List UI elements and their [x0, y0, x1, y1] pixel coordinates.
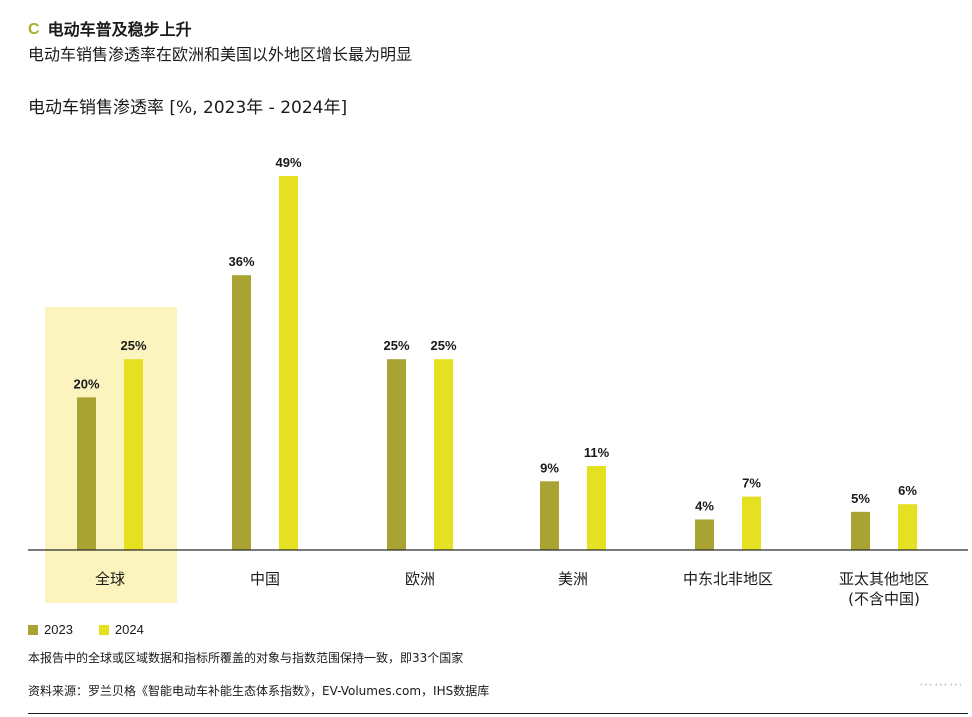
legend-item-2023: 2023	[28, 622, 73, 637]
data-label-2024-1: 49%	[275, 155, 301, 170]
bar-2024-2	[434, 359, 453, 550]
legend-swatch-2023	[28, 624, 38, 635]
category-label-0: 全球	[95, 570, 125, 588]
category-label-5-line1: (不含中国)	[848, 590, 920, 608]
bar-2023-2	[387, 359, 406, 550]
data-label-2023-0: 20%	[73, 376, 99, 391]
bar-2023-4	[695, 519, 714, 550]
bottom-divider	[28, 713, 968, 714]
category-label-2: 欧洲	[405, 570, 435, 588]
data-label-2023-4: 4%	[695, 498, 714, 513]
legend-label-2023: 2023	[44, 622, 73, 637]
section-heading: C 电动车普及稳步上升	[28, 18, 948, 42]
data-label-2023-3: 9%	[540, 460, 559, 475]
legend: 2023 2024	[28, 622, 170, 637]
highlight-band-global	[45, 307, 177, 603]
legend-swatch-2024	[98, 624, 109, 635]
bar-2024-5	[898, 504, 917, 550]
bar-2023-0	[77, 397, 96, 550]
data-label-2024-2: 25%	[430, 338, 456, 353]
source-note: 资料来源：罗兰贝格《智能电动车补能生态体系指数》，EV-Volumes.com，…	[28, 684, 490, 698]
legend-label-2024: 2024	[114, 622, 144, 637]
bar-2024-3	[587, 466, 606, 550]
data-label-2023-2: 25%	[383, 338, 409, 353]
section-title: 电动车普及稳步上升	[47, 20, 192, 39]
category-label-3: 美洲	[558, 570, 588, 588]
bar-chart: 20% 36% 25% 9% 4% 5% 25% 49% 25% 11% 7% 6% 全球 中国 欧洲 美洲 中…	[28, 155, 968, 608]
watermark: ⋯⋯⋯	[919, 677, 964, 693]
bar-2023-1	[232, 275, 251, 550]
bar-2024-4	[742, 496, 761, 550]
data-label-2023-5: 5%	[851, 491, 870, 506]
data-label-2024-3: 11%	[584, 445, 610, 460]
footnote: 本报告中的全球或区域数据和指标所覆盖的对象与指数范围保持一致，即33个国家	[28, 651, 464, 665]
bar-2024-0	[124, 359, 143, 550]
data-label-2024-4: 7%	[742, 476, 761, 491]
bar-2023-3	[540, 481, 559, 550]
section-letter: C	[28, 21, 40, 38]
subtitle: 电动车销售渗透率在欧洲和美国以外地区增长最为明显	[28, 45, 413, 64]
chart-title: 电动车销售渗透率 [%, 2023年 - 2024年]	[28, 98, 348, 118]
bar-2023-5	[851, 511, 870, 550]
bar-2024-1	[279, 176, 298, 550]
data-label-2024-5: 6%	[898, 483, 917, 498]
data-label-2023-1: 36%	[228, 254, 254, 269]
category-label-4: 中东北非地区	[683, 570, 773, 588]
legend-item-2024: 2024	[98, 622, 144, 637]
data-label-2024-0: 25%	[120, 338, 146, 353]
category-label-1: 中国	[250, 570, 280, 588]
header: C 电动车普及稳步上升 电动车销售渗透率在欧洲和美国以外地区增长最为明显	[28, 18, 948, 67]
category-label-5: 亚太其他地区	[839, 570, 929, 588]
